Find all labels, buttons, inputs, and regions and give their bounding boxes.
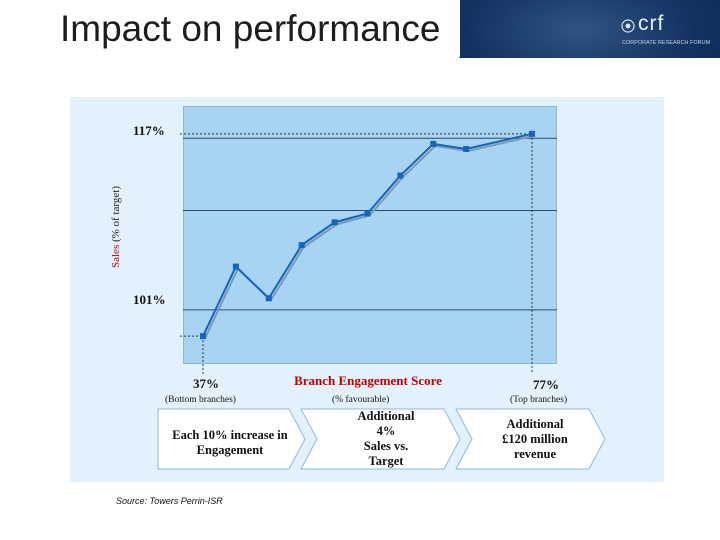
x-left-caption: (Bottom branches): [165, 395, 236, 405]
y-tick-label-117: 117%: [133, 123, 165, 138]
plot-area: [183, 106, 557, 364]
result-line-1: Additional: [506, 417, 564, 431]
data-point-8: [463, 146, 470, 152]
slide-title: Impact on performance: [60, 8, 441, 49]
logo-drop-icon: [621, 19, 635, 33]
x-right-value: 77%: [533, 377, 559, 392]
effect-line-3: Sales vs.: [363, 439, 409, 453]
data-point-3: [298, 242, 305, 249]
y-tick-label-101: 101%: [133, 292, 166, 307]
data-point-2: [265, 295, 272, 302]
y-axis-label: Sales (% of target): [110, 186, 122, 268]
x-axis-subtitle: (% favourable): [332, 395, 390, 405]
series-line-shadow: [204, 134, 535, 339]
x-left-value: 37%: [193, 376, 219, 391]
data-point-1: [232, 263, 239, 270]
title-area: Impact on performance: [0, 0, 460, 58]
crf-logo: crf CORPORATE RESEARCH FORUM: [592, 8, 710, 52]
x-axis-title: Branch Engagement Score: [294, 373, 442, 388]
effect-line-4: Target: [368, 454, 404, 468]
result-arrow: [455, 408, 606, 470]
header-bar: Impact on performance crf CORPORATE RESE…: [0, 0, 720, 58]
cause-text: Each 10% increase in Engagement: [172, 428, 288, 457]
data-point-9: [529, 130, 535, 137]
result-line-2: £120 million: [502, 432, 568, 446]
cause-arrow: [157, 408, 306, 470]
source-note: Source: Towers Perrin-ISR: [116, 496, 223, 506]
data-point-0: [200, 333, 206, 340]
x-right-caption: (Top branches): [510, 395, 568, 405]
result-text: Additional £120 million revenue: [480, 417, 590, 462]
data-point-5: [364, 210, 371, 217]
effect-arrow: [300, 408, 461, 470]
result-line-3: revenue: [513, 447, 557, 461]
effect-text: Additional 4% Sales vs. Target: [336, 409, 436, 469]
data-point-4: [331, 219, 338, 226]
data-point-6: [397, 172, 404, 179]
data-point-7: [430, 140, 437, 147]
logo-subtext: CORPORATE RESEARCH FORUM: [622, 40, 711, 46]
effect-line-1: Additional: [357, 409, 415, 423]
logo-text: crf: [638, 12, 665, 35]
effect-line-2: 4%: [376, 424, 396, 438]
series-line: [202, 132, 533, 337]
